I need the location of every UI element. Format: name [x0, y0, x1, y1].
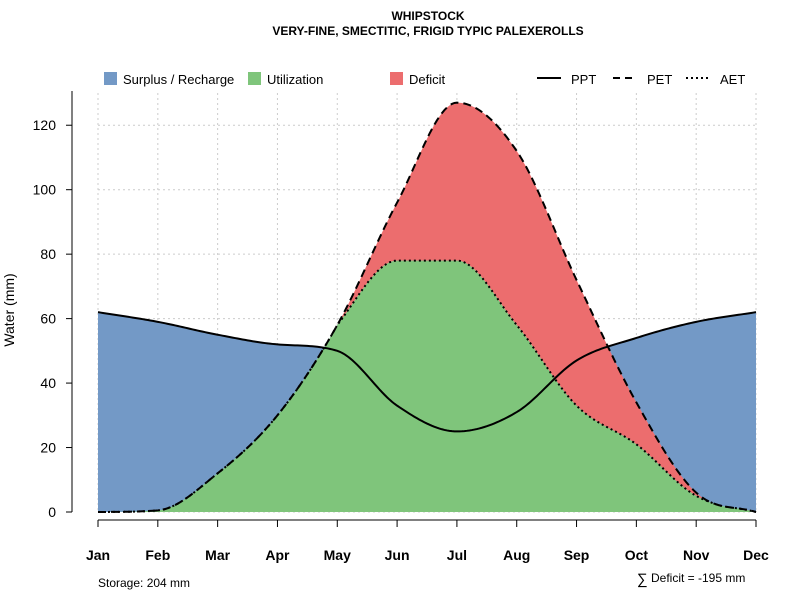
x-tick-label-oct: Oct [625, 547, 649, 563]
legend-label-ppt: PPT [571, 72, 596, 87]
x-tick-label-mar: Mar [205, 547, 230, 563]
x-tick-label-aug: Aug [503, 547, 530, 563]
legend-label-deficit: Deficit [409, 72, 446, 87]
x-tick-label-jul: Jul [447, 547, 467, 563]
ppt-line [97, 311, 757, 433]
legend-swatch-surplus [104, 72, 117, 85]
axes: 0 20 40 60 80 100 120 Jan Feb Mar Apr May Jun Jul Aug S… [33, 91, 769, 563]
chart-title: WHIPSTOCK [391, 9, 464, 23]
legend-swatch-deficit [390, 72, 403, 85]
x-tick-label-sep: Sep [564, 547, 590, 563]
y-tick-label-0: 0 [48, 504, 56, 520]
y-tick-label-100: 100 [33, 182, 57, 198]
x-tick-label-jan: Jan [86, 547, 110, 563]
deficit-area [98, 102, 756, 513]
y-tick-label-40: 40 [40, 375, 56, 391]
y-tick-label-60: 60 [40, 311, 56, 327]
x-tick-label-dec: Dec [743, 547, 769, 563]
x-tick-label-may: May [324, 547, 351, 563]
utilization-area [98, 260, 756, 512]
legend-label-utilization: Utilization [267, 72, 323, 87]
sum-symbol: ∑ [637, 571, 648, 588]
legend-label-pet: PET [647, 72, 672, 87]
y-tick-label-120: 120 [33, 117, 57, 133]
x-tick-label-jun: Jun [385, 547, 410, 563]
y-axis-title: Water (mm) [1, 273, 17, 346]
legend-label-surplus: Surplus / Recharge [123, 72, 234, 87]
pet-line [97, 101, 757, 513]
legend-swatch-utilization [248, 72, 261, 85]
storage-annotation: Storage: 204 mm [98, 576, 190, 590]
areas [98, 102, 756, 513]
deficit-annotation: Deficit = -195 mm [651, 571, 745, 585]
y-tick-label-80: 80 [40, 246, 56, 262]
y-tick-label-20: 20 [40, 440, 56, 456]
x-tick-label-feb: Feb [145, 547, 170, 563]
x-tick-label-apr: Apr [265, 547, 290, 563]
legend: Surplus / Recharge Utilization Deficit PPT P… [104, 72, 745, 87]
series-lines [97, 101, 757, 513]
x-tick-label-nov: Nov [683, 547, 710, 563]
chart-subtitle: VERY-FINE, SMECTITIC, FRIGID TYPIC PALEX… [272, 24, 583, 38]
legend-label-aet: AET [720, 72, 745, 87]
